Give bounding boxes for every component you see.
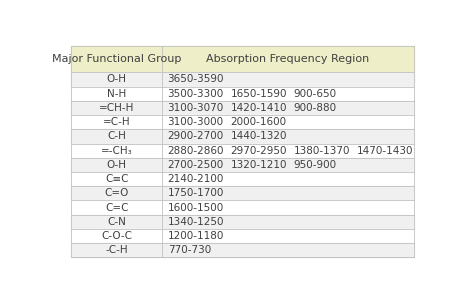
Text: O-H: O-H	[107, 160, 127, 170]
Text: C-O-C: C-O-C	[101, 231, 132, 241]
Text: Absorption Frequency Region: Absorption Frequency Region	[206, 54, 370, 64]
Text: 1340-1250: 1340-1250	[168, 217, 224, 227]
Text: 2900-2700: 2900-2700	[168, 132, 224, 141]
Bar	[72, 186, 414, 200]
Bar	[72, 46, 414, 72]
Text: 1320-1210: 1320-1210	[230, 160, 287, 170]
Text: C=C: C=C	[105, 203, 128, 213]
Text: =-CH₃: =-CH₃	[101, 146, 133, 156]
Bar	[72, 101, 414, 115]
Text: 3100-3070: 3100-3070	[168, 103, 224, 113]
Text: 1600-1500: 1600-1500	[168, 203, 224, 213]
Bar	[72, 172, 414, 186]
Text: 2700-2500: 2700-2500	[168, 160, 224, 170]
Text: O-H: O-H	[107, 74, 127, 84]
Text: 950-900: 950-900	[293, 160, 337, 170]
Bar	[72, 115, 414, 129]
Text: N-H: N-H	[107, 89, 127, 99]
Text: 770-730: 770-730	[168, 245, 211, 255]
Bar	[72, 243, 414, 257]
Text: =CH-H: =CH-H	[99, 103, 135, 113]
Text: 2880-2860: 2880-2860	[168, 146, 224, 156]
Bar	[72, 87, 414, 101]
Bar	[72, 144, 414, 158]
Text: 1380-1370: 1380-1370	[293, 146, 350, 156]
Text: C-N: C-N	[107, 217, 126, 227]
Bar	[72, 215, 414, 229]
Text: 3650-3590: 3650-3590	[168, 74, 224, 84]
Text: 900-880: 900-880	[293, 103, 337, 113]
Text: 1470-1430: 1470-1430	[356, 146, 413, 156]
Text: -C-H: -C-H	[105, 245, 128, 255]
Text: 3100-3000: 3100-3000	[168, 117, 224, 127]
Text: 900-650: 900-650	[293, 89, 337, 99]
Text: 2000-1600: 2000-1600	[230, 117, 287, 127]
Text: 2970-2950: 2970-2950	[230, 146, 287, 156]
Text: C-H: C-H	[107, 132, 126, 141]
Text: 1750-1700: 1750-1700	[168, 188, 224, 198]
Text: C=O: C=O	[105, 188, 129, 198]
Bar	[72, 129, 414, 144]
Bar	[72, 200, 414, 215]
Bar	[72, 158, 414, 172]
Text: 2140-2100: 2140-2100	[168, 174, 224, 184]
Text: =C-H: =C-H	[103, 117, 130, 127]
Text: 1650-1590: 1650-1590	[230, 89, 287, 99]
Text: 1200-1180: 1200-1180	[168, 231, 224, 241]
Bar	[72, 229, 414, 243]
Text: 1440-1320: 1440-1320	[230, 132, 287, 141]
Text: C≡C: C≡C	[105, 174, 128, 184]
Text: 1420-1410: 1420-1410	[230, 103, 287, 113]
Bar	[72, 72, 414, 87]
Text: 3500-3300: 3500-3300	[168, 89, 224, 99]
Text: Major Functional Group: Major Functional Group	[52, 54, 182, 64]
